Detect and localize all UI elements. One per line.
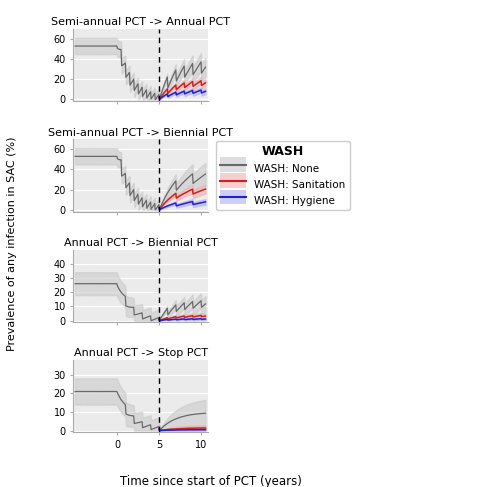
Title: Annual PCT -> Biennial PCT: Annual PCT -> Biennial PCT <box>64 238 217 248</box>
Title: Annual PCT -> Stop PCT: Annual PCT -> Stop PCT <box>74 348 208 358</box>
Legend: WASH: None, WASH: Sanitation, WASH: Hygiene: WASH: None, WASH: Sanitation, WASH: Hygi… <box>216 141 350 210</box>
Title: Semi-annual PCT -> Biennial PCT: Semi-annual PCT -> Biennial PCT <box>48 128 233 138</box>
Title: Semi-annual PCT -> Annual PCT: Semi-annual PCT -> Annual PCT <box>51 18 230 27</box>
Text: Time since start of PCT (years): Time since start of PCT (years) <box>120 474 302 487</box>
Text: Prevalence of any infection in SAC (%): Prevalence of any infection in SAC (%) <box>7 136 17 351</box>
